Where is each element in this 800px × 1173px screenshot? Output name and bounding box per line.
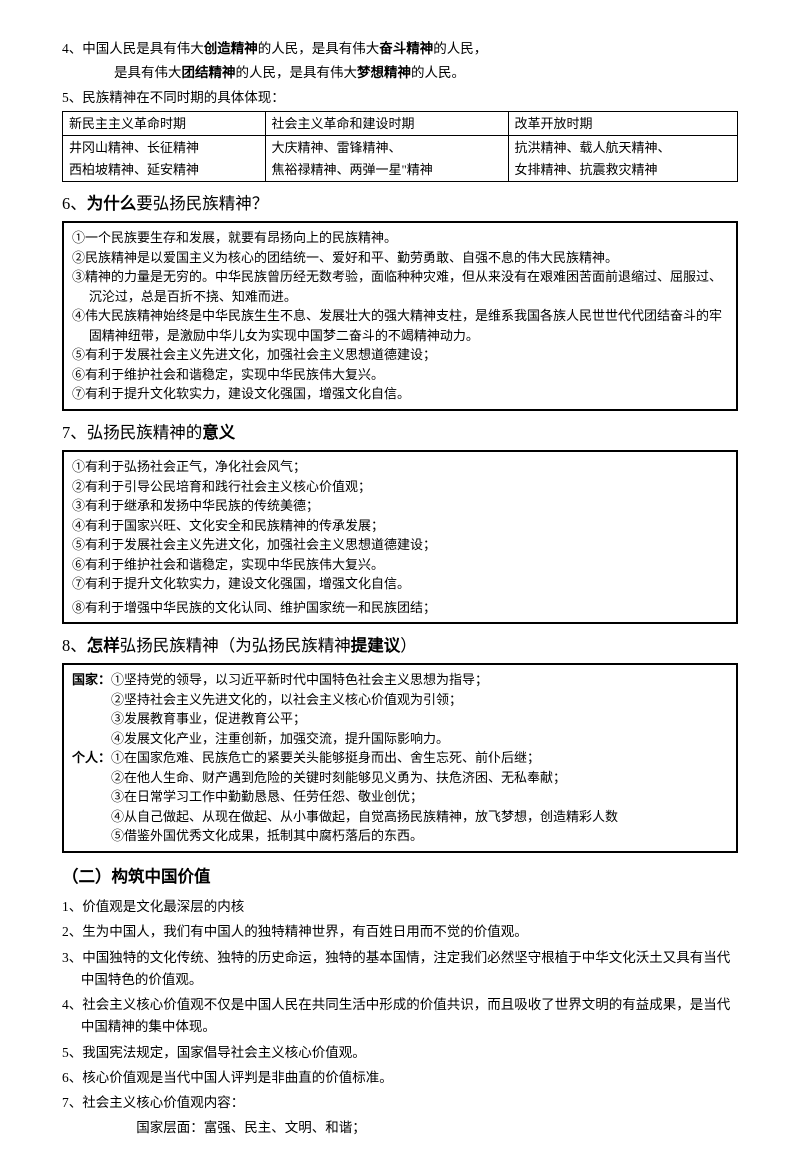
text: 的人民，是具有伟大 <box>258 41 380 56</box>
list-item: ③有利于继承和发扬中华民族的传统美德； <box>72 496 728 516</box>
label-personal: 个人： <box>72 750 111 765</box>
list-item: ②民族精神是以爱国主义为核心的团结统一、爱好和平、勤劳勇敢、自强不息的伟大民族精… <box>72 248 728 268</box>
numbered-item: 7、社会主义核心价值观内容： <box>62 1092 738 1114</box>
section-2-heading: （二）构筑中国价值 <box>62 863 738 890</box>
text: 是具有伟大 <box>114 65 182 80</box>
numbered-item: 2、生为中国人，我们有中国人的独特精神世界，有百姓日用而不觉的价值观。 <box>62 921 738 943</box>
table-header: 社会主义革命和建设时期 <box>265 111 508 135</box>
text: 6、 <box>62 194 87 213</box>
paragraph-4-line1: 4、中国人民是具有伟大创造精神的人民，是具有伟大奋斗精神的人民， <box>62 38 738 60</box>
numbered-item-sub: 国家层面：富强、民主、文明、和谐； <box>62 1117 738 1139</box>
heading-8: 8、怎样弘扬民族精神（为弘扬民族精神提建议） <box>62 632 738 659</box>
list-item: ③发展教育事业，促进教育公平； <box>72 709 728 729</box>
row: 个人：①在国家危难、民族危亡的紧要关头能够挺身而出、舍生忘死、前仆后继； <box>72 748 728 768</box>
numbered-item: 1、价值观是文化最深层的内核 <box>62 896 738 918</box>
text-bold: 提建议 <box>351 636 401 655</box>
list-item: ②在他人生命、财产遇到危险的关键时刻能够见义勇为、扶危济困、无私奉献； <box>72 768 728 788</box>
list-item: ②坚持社会主义先进文化的，以社会主义核心价值观为引领； <box>72 690 728 710</box>
text: 的人民，是具有伟大 <box>236 65 358 80</box>
list-item: ⑧有利于增强中华民族的文化认同、维护国家统一和民族团结； <box>72 598 728 618</box>
paragraph-4-line2: 是具有伟大团结精神的人民，是具有伟大梦想精神的人民。 <box>62 62 738 84</box>
list-item: ④发展文化产业，注重创新，加强交流，提升国际影响力。 <box>72 729 728 749</box>
box-8: 国家：①坚持党的领导，以习近平新时代中国特色社会主义思想为指导； ②坚持社会主义… <box>62 663 738 853</box>
box-7: ①有利于弘扬社会正气，净化社会风气； ②有利于引导公民培育和践行社会主义核心价值… <box>62 450 738 624</box>
text: 大庆精神、雷锋精神、 <box>272 137 502 158</box>
list-item: ⑤有利于发展社会主义先进文化，加强社会主义思想道德建设； <box>72 535 728 555</box>
list-item: ①一个民族要生存和发展，就要有昂扬向上的民族精神。 <box>72 228 728 248</box>
table-header: 改革开放时期 <box>508 111 738 135</box>
paragraph-5-title: 5、民族精神在不同时期的具体体现： <box>62 87 738 109</box>
text: 的人民。 <box>411 65 465 80</box>
numbered-item: 6、核心价值观是当代中国人评判是非曲直的价值标准。 <box>62 1067 738 1089</box>
box-6: ①一个民族要生存和发展，就要有昂扬向上的民族精神。 ②民族精神是以爱国主义为核心… <box>62 221 738 411</box>
text-bold: 怎样 <box>87 636 120 655</box>
periods-table: 新民主主义革命时期 社会主义革命和建设时期 改革开放时期 井冈山精神、长征精神 … <box>62 111 738 182</box>
list-item: ④伟大民族精神始终是中华民族生生不息、发展壮大的强大精神支柱，是维系我国各族人民… <box>72 306 728 345</box>
table-row: 井冈山精神、长征精神 西柏坡精神、延安精神 大庆精神、雷锋精神、 焦裕禄精神、两… <box>63 136 738 182</box>
text: ） <box>400 636 417 655</box>
text: 4、中国人民是具有伟大 <box>62 41 204 56</box>
list-item: ④从自己做起、从现在做起、从小事做起，自觉高扬民族精神，放飞梦想，创造精彩人数 <box>72 807 728 827</box>
list-item: ⑥有利于维护社会和谐稳定，实现中华民族伟大复兴。 <box>72 555 728 575</box>
text: 的人民， <box>433 41 487 56</box>
numbered-item: 3、中国独特的文化传统、独特的历史命运，独特的基本国情，注定我们必然坚守根植于中… <box>62 947 738 992</box>
list-item: ①在国家危难、民族危亡的紧要关头能够挺身而出、舍生忘死、前仆后继； <box>111 750 540 765</box>
list-item: ④有利于国家兴旺、文化安全和民族精神的传承发展； <box>72 516 728 536</box>
table-cell: 抗洪精神、载人航天精神、 女排精神、抗震救灾精神 <box>508 136 738 182</box>
list-item: ⑥有利于维护社会和谐稳定，实现中华民族伟大复兴。 <box>72 365 728 385</box>
list-item: ①坚持党的领导，以习近平新时代中国特色社会主义思想为指导； <box>111 672 488 687</box>
list-item: ②有利于引导公民培育和践行社会主义核心价值观； <box>72 477 728 497</box>
text-bold: 梦想精神 <box>357 65 411 80</box>
text: 8、 <box>62 636 87 655</box>
text: 西柏坡精神、延安精神 <box>69 159 259 180</box>
text: 7、弘扬民族精神的 <box>62 423 202 442</box>
table-cell: 大庆精神、雷锋精神、 焦裕禄精神、两弹一星"精神 <box>265 136 508 182</box>
list-item: ①有利于弘扬社会正气，净化社会风气； <box>72 457 728 477</box>
text: 井冈山精神、长征精神 <box>69 137 259 158</box>
text: 女排精神、抗震救灾精神 <box>515 159 732 180</box>
list-item: ⑤借鉴外国优秀文化成果，抵制其中腐朽落后的东西。 <box>72 826 728 846</box>
heading-7: 7、弘扬民族精神的意义 <box>62 419 738 446</box>
text: 弘扬民族精神（为弘扬民族精神 <box>120 636 351 655</box>
row: 国家：①坚持党的领导，以习近平新时代中国特色社会主义思想为指导； <box>72 670 728 690</box>
list-item: ⑤有利于发展社会主义先进文化，加强社会主义思想道德建设； <box>72 345 728 365</box>
heading-6: 6、为什么要弘扬民族精神？ <box>62 190 738 217</box>
numbered-item: 5、我国宪法规定，国家倡导社会主义核心价值观。 <box>62 1042 738 1064</box>
text-bold: 为什么 <box>87 194 137 213</box>
table-header: 新民主主义革命时期 <box>63 111 266 135</box>
table-cell: 井冈山精神、长征精神 西柏坡精神、延安精神 <box>63 136 266 182</box>
text: 抗洪精神、载人航天精神、 <box>515 137 732 158</box>
list-item: ⑦有利于提升文化软实力，建设文化强国，增强文化自信。 <box>72 384 728 404</box>
list-item: ③在日常学习工作中勤勤恳恳、任劳任怨、敬业创优； <box>72 787 728 807</box>
list-item: ⑦有利于提升文化软实力，建设文化强国，增强文化自信。 <box>72 574 728 594</box>
text-bold: 意义 <box>202 423 235 442</box>
text-bold: 团结精神 <box>182 65 236 80</box>
table-row: 新民主主义革命时期 社会主义革命和建设时期 改革开放时期 <box>63 111 738 135</box>
label-country: 国家： <box>72 672 111 687</box>
text: 焦裕禄精神、两弹一星"精神 <box>272 159 502 180</box>
numbered-item: 4、社会主义核心价值观不仅是中国人民在共同生活中形成的价值共识，而且吸收了世界文… <box>62 994 738 1039</box>
text-bold: 奋斗精神 <box>379 41 433 56</box>
text-bold: 创造精神 <box>204 41 258 56</box>
list-item: ③精神的力量是无穷的。中华民族曾历经无数考验，面临种种灾难，但从来没有在艰难困苦… <box>72 267 728 306</box>
text: 要弘扬民族精神？ <box>136 194 268 213</box>
